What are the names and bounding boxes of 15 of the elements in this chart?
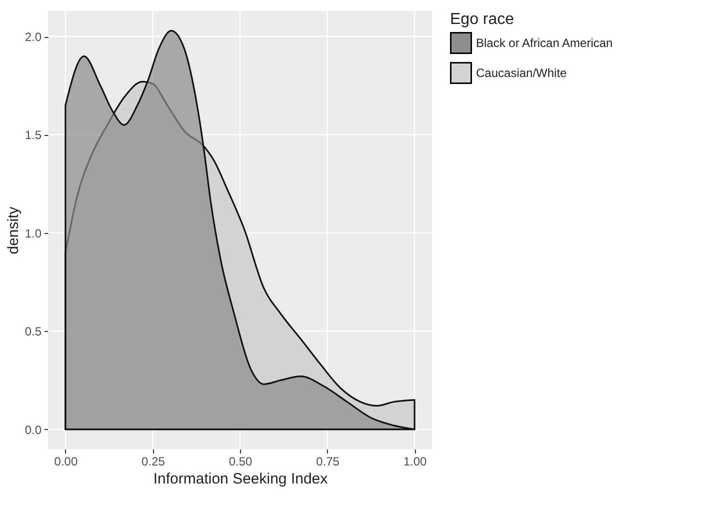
x-tick-label: 0.25 — [142, 454, 166, 468]
y-tick-label: 1.5 — [24, 128, 42, 142]
y-tick-label: 0.0 — [24, 422, 42, 437]
legend-label: Black or African American — [476, 36, 613, 50]
y-tick-label: 1.0 — [24, 226, 42, 240]
y-tick-label: 0.5 — [24, 324, 42, 339]
x-tick-label: 0.75 — [316, 454, 340, 468]
x-tick-label: 0.00 — [54, 454, 78, 468]
legend-label: Caucasian/White — [476, 66, 568, 80]
x-axis-title: Information Seeking Index — [153, 470, 328, 488]
y-axis-title: density — [4, 206, 22, 254]
x-tick-label: 1.00 — [403, 454, 428, 468]
x-tick-label: 0.50 — [228, 454, 252, 468]
legend-title: Ego race — [450, 11, 514, 28]
y-tick-label: 2.0 — [24, 30, 42, 44]
